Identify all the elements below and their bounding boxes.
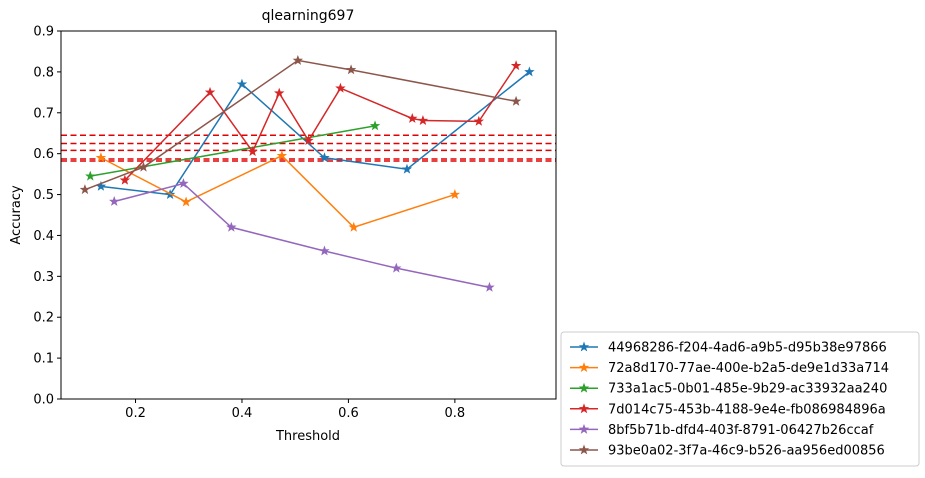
y-tick-label-4: 0.4 [33, 229, 54, 244]
data-point-3-2 [247, 146, 258, 157]
legend-label-2: 733a1ac5-0b01-485e-9b29-ac33932aa240 [608, 382, 887, 397]
legend-label-1: 72a8d170-77ae-400e-b2a5-de9e1d33a714 [608, 361, 889, 376]
data-point-3-1 [204, 86, 216, 97]
y-tick-label-7: 0.7 [33, 106, 54, 121]
data-point-3-7 [417, 115, 429, 125]
y-tick-label-2: 0.2 [33, 311, 54, 326]
legend-marker-5 [578, 444, 590, 455]
series-line-5 [84, 59, 517, 191]
data-point-4-5 [484, 281, 495, 292]
series-layer [79, 54, 535, 292]
data-point-3-4 [303, 135, 314, 146]
y-tick-label-3: 0.3 [33, 270, 54, 285]
y-tick-label-8: 0.8 [33, 65, 54, 80]
data-point-3-3 [274, 87, 285, 98]
legend-item-0: 44968286-f204-4ad6-a9b5-d95b38e97866 [570, 341, 887, 356]
legend-label-5: 93be0a02-3f7a-46c9-b526-aa956ed00856 [608, 444, 885, 459]
series-line-0 [100, 71, 530, 196]
data-point-5-2 [292, 54, 304, 65]
legend-marker-2 [578, 382, 590, 393]
data-point-5-3 [345, 64, 357, 75]
legend-item-2: 733a1ac5-0b01-485e-9b29-ac33932aa240 [570, 382, 887, 397]
legend-item-5: 93be0a02-3f7a-46c9-b526-aa956ed00856 [570, 444, 885, 459]
data-point-1-4 [449, 189, 461, 199]
data-point-1-2 [276, 150, 288, 161]
data-point-4-0 [109, 196, 120, 206]
series-line-3 [124, 65, 517, 181]
data-point-1-0 [95, 152, 107, 163]
x-tick-label-3: 0.8 [445, 406, 466, 421]
legend-label-4: 8bf5b71b-dfd4-403f-8791-06427b26ccaf [608, 423, 874, 438]
x-tick-label-1: 0.4 [232, 406, 253, 421]
legend-item-3: 7d014c75-453b-4188-9e4e-fb086984896a [570, 402, 886, 417]
data-point-4-2 [226, 221, 237, 232]
chart-title: qlearning697 [262, 8, 355, 24]
data-point-2-0 [85, 170, 96, 181]
legend-marker-3 [578, 403, 590, 414]
series-4 [109, 178, 495, 292]
y-tick-label-5: 0.5 [33, 188, 54, 203]
y-axis-label: Accuracy [9, 185, 24, 245]
data-point-5-1 [138, 161, 149, 172]
data-point-0-2 [236, 78, 248, 89]
data-point-3-6 [407, 113, 418, 123]
data-point-3-0 [119, 174, 131, 185]
y-tick-label-6: 0.6 [33, 147, 54, 162]
series-0 [95, 66, 535, 199]
data-point-0-3 [319, 152, 330, 163]
x-tick-label-2: 0.6 [338, 406, 359, 421]
plot-frame [60, 30, 557, 400]
data-point-3-8 [473, 115, 485, 126]
data-point-4-4 [391, 262, 402, 273]
series-5 [79, 54, 522, 195]
y-tick-label-1: 0.1 [33, 352, 54, 367]
series-1 [95, 150, 461, 232]
data-point-1-3 [348, 221, 359, 232]
legend-box [560, 331, 920, 467]
data-point-4-3 [319, 245, 330, 256]
data-point-5-0 [79, 184, 91, 195]
legend-marker-1 [578, 362, 590, 373]
y-tick-label-9: 0.9 [33, 25, 54, 40]
data-point-4-1 [178, 178, 189, 188]
x-axis-label: Threshold [275, 429, 340, 444]
legend-label-0: 44968286-f204-4ad6-a9b5-d95b38e97866 [608, 341, 887, 356]
data-point-5-4 [510, 95, 522, 106]
series-line-4 [114, 182, 490, 289]
legend: 44968286-f204-4ad6-a9b5-d95b38e97866 72a8… [560, 331, 920, 467]
y-tick-label-0: 0.0 [33, 393, 54, 408]
x-tick-label-0: 0.2 [125, 406, 146, 421]
legend-item-1: 72a8d170-77ae-400e-b2a5-de9e1d33a714 [570, 361, 889, 376]
legend-item-4: 8bf5b71b-dfd4-403f-8791-06427b26ccaf [570, 423, 874, 438]
series-3 [119, 60, 522, 185]
legend-marker-0 [578, 341, 590, 352]
data-point-0-4 [401, 163, 413, 174]
axes: 0.2 0.4 0.6 0.8 0.0 0.1 0.2 0.3 0.4 0.5 0.6 0.7 0.8 0… [33, 25, 557, 421]
data-point-2-1 [369, 120, 381, 131]
data-point-3-9 [510, 60, 522, 71]
legend-label-3: 7d014c75-453b-4188-9e4e-fb086984896a [608, 402, 886, 417]
data-point-1-1 [180, 196, 192, 207]
data-point-3-5 [335, 82, 346, 93]
legend-marker-4 [578, 423, 590, 434]
data-point-0-5 [524, 66, 535, 77]
